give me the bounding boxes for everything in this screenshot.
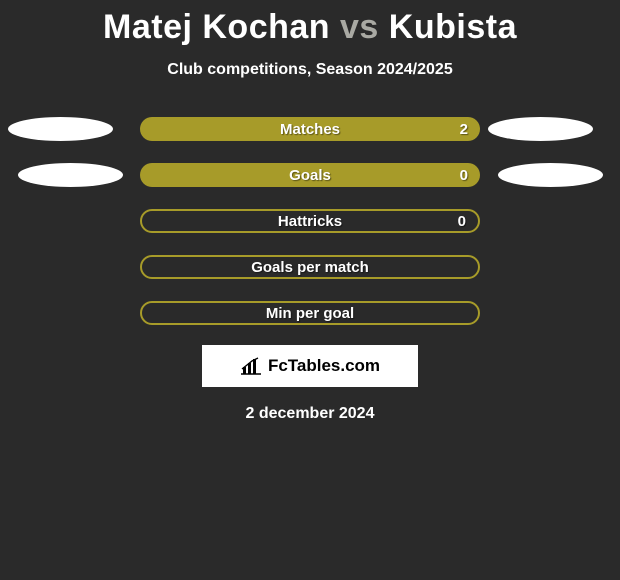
stat-label: Goals per match — [251, 259, 369, 276]
stat-row-matches: Matches 2 — [0, 117, 620, 141]
stat-value: 0 — [458, 213, 466, 230]
stat-bar: Hattricks 0 — [140, 209, 480, 233]
right-ellipse — [498, 163, 603, 187]
stat-bar: Goals per match — [140, 255, 480, 279]
vs-separator: vs — [340, 8, 379, 46]
stat-value: 2 — [460, 121, 468, 138]
bar-chart-icon — [240, 357, 262, 375]
stat-value: 0 — [460, 167, 468, 184]
right-ellipse — [488, 117, 593, 141]
player1-name: Matej Kochan — [103, 8, 330, 46]
footer-date: 2 december 2024 — [0, 405, 620, 423]
left-ellipse — [18, 163, 123, 187]
stat-bar: Min per goal — [140, 301, 480, 325]
left-ellipse — [8, 117, 113, 141]
stat-bars: Matches 2 Goals 0 Hattricks 0 Goals per … — [0, 117, 620, 325]
stat-row-mpg: Min per goal — [0, 301, 620, 325]
player2-name: Kubista — [389, 8, 517, 46]
branding-text: FcTables.com — [268, 356, 380, 376]
branding-box: FcTables.com — [202, 345, 418, 387]
stat-label: Hattricks — [278, 213, 342, 230]
stat-label: Matches — [280, 121, 340, 138]
subtitle: Club competitions, Season 2024/2025 — [0, 61, 620, 79]
stat-label: Goals — [289, 167, 331, 184]
stat-bar: Goals 0 — [140, 163, 480, 187]
page-title: Matej Kochan vs Kubista — [0, 0, 620, 47]
stat-label: Min per goal — [266, 305, 354, 322]
stat-row-gpm: Goals per match — [0, 255, 620, 279]
stat-row-hattricks: Hattricks 0 — [0, 209, 620, 233]
stat-bar: Matches 2 — [140, 117, 480, 141]
stat-row-goals: Goals 0 — [0, 163, 620, 187]
